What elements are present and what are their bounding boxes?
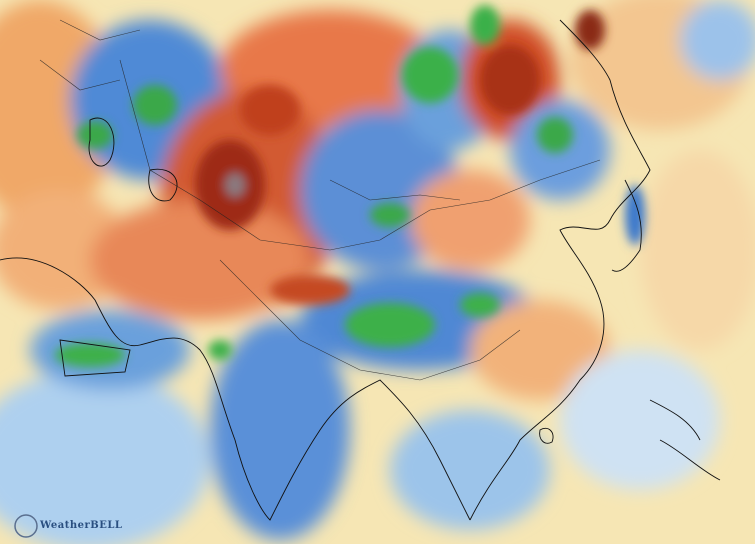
region: [240, 85, 300, 135]
coastline: [469, 19, 651, 521]
region: [90, 200, 310, 320]
region: [460, 293, 500, 317]
coastline: [148, 168, 178, 202]
region: [410, 170, 530, 270]
watermark: WeatherBELL: [14, 514, 122, 538]
region: [640, 150, 755, 350]
region: [390, 410, 550, 530]
region: [575, 10, 605, 50]
border: [219, 259, 521, 381]
coastline: [59, 339, 131, 377]
coastlines: [0, 19, 721, 521]
region: [680, 0, 755, 80]
coastline: [0, 257, 471, 521]
border: [119, 59, 601, 251]
region: [55, 343, 125, 367]
region: [225, 173, 245, 197]
coastline: [611, 179, 642, 272]
coastline: [88, 117, 115, 167]
region: [345, 303, 435, 347]
region: [560, 350, 720, 490]
logo-ring: [14, 514, 38, 538]
region: [480, 45, 540, 115]
region: [133, 85, 177, 125]
region: [402, 47, 458, 103]
borders: [39, 19, 601, 381]
region: [208, 340, 232, 360]
region: [210, 320, 350, 540]
region: [0, 370, 210, 544]
border: [329, 179, 461, 201]
region: [470, 5, 500, 45]
region: [470, 300, 610, 400]
region: [270, 275, 350, 305]
intense-regions: [55, 5, 645, 367]
watermark-text: WeatherBELL: [39, 520, 122, 531]
coastline: [539, 427, 554, 444]
region: [537, 117, 573, 153]
border: [39, 19, 141, 91]
coastline: [649, 399, 721, 481]
region: [625, 185, 645, 245]
region: [77, 121, 113, 149]
region: [370, 203, 410, 227]
